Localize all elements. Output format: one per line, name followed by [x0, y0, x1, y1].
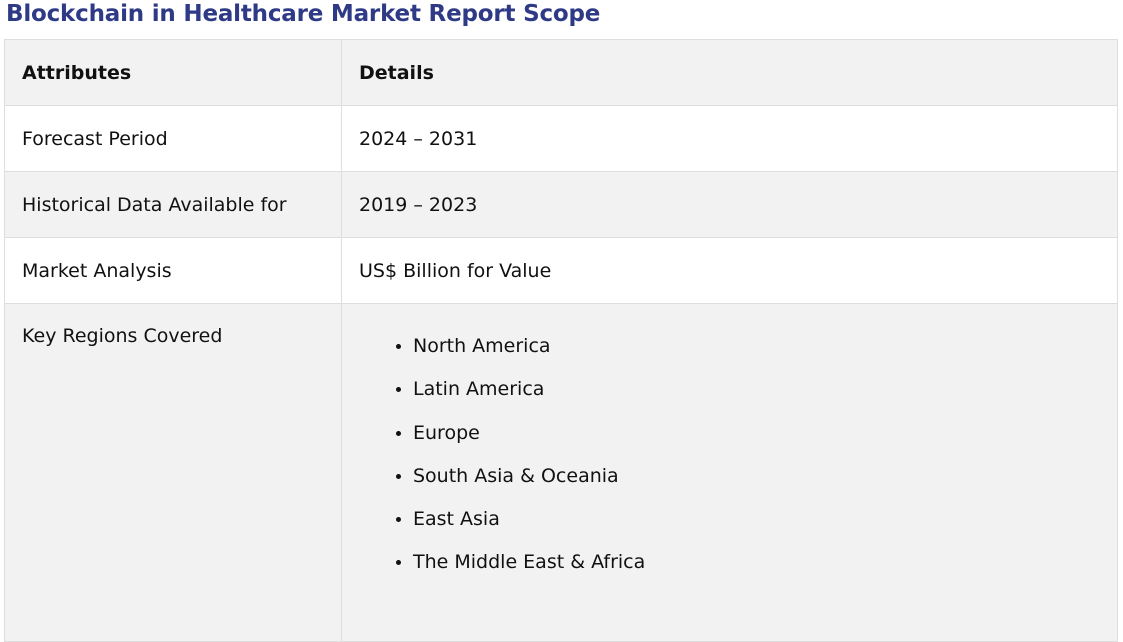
detail-cell: 2024 – 2031	[341, 105, 1118, 172]
regions-cell: North America Latin America Europe South…	[341, 303, 1118, 642]
region-item: South Asia & Oceania	[413, 455, 1117, 498]
header-attributes: Attributes	[4, 39, 342, 106]
attribute-cell: Market Analysis	[4, 237, 342, 304]
attribute-cell: Key Regions Covered	[4, 303, 342, 642]
region-item: East Asia	[413, 498, 1117, 541]
page-title: Blockchain in Healthcare Market Report S…	[6, 1, 601, 27]
header-details: Details	[341, 39, 1118, 106]
region-item: Latin America	[413, 368, 1117, 411]
region-list: North America Latin America Europe South…	[359, 325, 1117, 585]
table-row: Historical Data Available for 2019 – 202…	[4, 171, 1118, 238]
attribute-cell: Forecast Period	[4, 105, 342, 172]
table-row: Market Analysis US$ Billion for Value	[4, 237, 1118, 304]
region-item: Europe	[413, 412, 1117, 455]
report-scope-table: Attributes Details Forecast Period 2024 …	[4, 39, 1118, 642]
table-row: Key Regions Covered North America Latin …	[4, 303, 1118, 642]
table-row: Forecast Period 2024 – 2031	[4, 105, 1118, 172]
detail-cell: 2019 – 2023	[341, 171, 1118, 238]
attribute-cell: Historical Data Available for	[4, 171, 342, 238]
region-item: North America	[413, 325, 1117, 368]
table-header-row: Attributes Details	[4, 39, 1118, 106]
region-item: The Middle East & Africa	[413, 541, 1117, 584]
detail-cell: US$ Billion for Value	[341, 237, 1118, 304]
